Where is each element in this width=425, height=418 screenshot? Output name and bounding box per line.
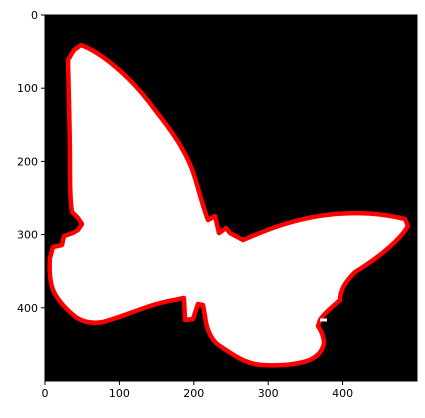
y-tick-label: 200 <box>17 155 38 168</box>
x-tick-label: 200 <box>183 387 204 400</box>
butterfly-silhouette <box>47 42 411 368</box>
y-tick-label: 400 <box>17 302 38 315</box>
y-tick-label: 300 <box>17 229 38 242</box>
x-tick-label: 0 <box>42 387 49 400</box>
y-tick-label: 100 <box>17 82 38 95</box>
image-area <box>45 15 417 381</box>
x-tick-label: 100 <box>109 387 130 400</box>
plot-frame <box>44 14 418 382</box>
y-tick-label: 0 <box>31 9 38 22</box>
x-tick-label: 400 <box>332 387 353 400</box>
x-tick-label: 300 <box>258 387 279 400</box>
